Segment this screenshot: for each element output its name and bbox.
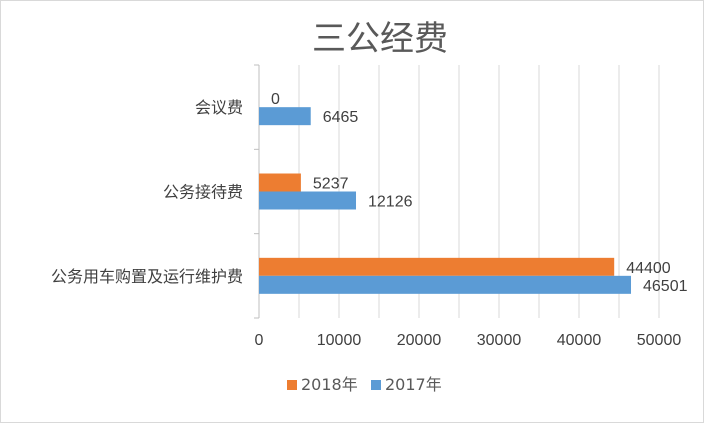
data-label: 5237 <box>313 176 349 193</box>
chart-title: 三公经费 <box>312 19 448 59</box>
category-label: 公务接待费 <box>163 183 243 202</box>
legend-label: 2017年 <box>385 375 442 394</box>
bar <box>259 191 357 210</box>
legend-swatch <box>287 380 297 390</box>
x-tick-label: 10000 <box>317 332 362 349</box>
bar <box>259 173 301 192</box>
axes <box>254 64 260 319</box>
category-label: 会议费 <box>195 98 243 117</box>
legend: 2018年 2017年 <box>287 375 442 394</box>
data-label: 12126 <box>368 194 413 211</box>
data-label: 44400 <box>626 260 671 277</box>
legend-label: 2018年 <box>301 375 358 394</box>
bars <box>259 107 632 294</box>
bar <box>259 275 632 294</box>
data-label: 46501 <box>643 278 688 295</box>
x-tick-label: 50000 <box>637 332 682 349</box>
x-tick-label: 30000 <box>477 332 522 349</box>
bar <box>259 107 311 126</box>
legend-swatch <box>371 380 381 390</box>
category-label: 公务用车购置及运行维护费 <box>51 267 243 286</box>
bar <box>259 257 615 276</box>
data-label: 0 <box>271 91 280 108</box>
data-label: 6465 <box>323 109 359 126</box>
x-tick-label: 0 <box>255 332 264 349</box>
x-tick-label: 20000 <box>397 332 442 349</box>
x-tick-label: 40000 <box>557 332 602 349</box>
x-tick-labels: 0 10000 20000 30000 40000 50000 <box>255 332 682 349</box>
